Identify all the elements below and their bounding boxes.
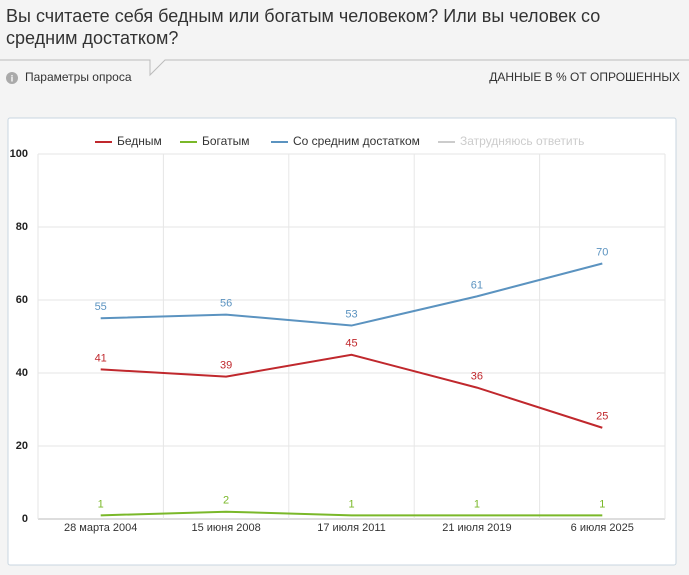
legend-label[interactable]: Бедным (117, 134, 162, 148)
y-tick-label: 20 (16, 440, 28, 452)
y-tick-label: 100 (10, 148, 28, 160)
chart: 0 20 40 60 80 100 28 марта 2004 15 июня 2008 17 … (10, 134, 666, 534)
data-label: 55 (95, 301, 107, 313)
data-label: 1 (348, 498, 354, 510)
x-tick-label: 21 июля 2019 (442, 522, 511, 534)
data-label: 39 (220, 360, 232, 372)
y-tick-label: 40 (16, 367, 28, 379)
info-icon[interactable] (6, 72, 18, 84)
series-line (100, 262, 603, 327)
series-line (100, 353, 603, 429)
data-label: 36 (471, 371, 483, 383)
legend-label[interactable]: Со средним достатком (293, 134, 420, 148)
data-label: 1 (474, 498, 480, 510)
data-label: 70 (596, 246, 608, 258)
x-tick-label: 17 июля 2011 (317, 522, 386, 534)
data-label: 1 (599, 498, 605, 510)
title: средним достатком? (6, 28, 178, 48)
chart-frame (7, 117, 677, 566)
data-label: 56 (220, 298, 232, 310)
params-link[interactable]: Параметры опроса (25, 70, 132, 84)
data-label: 41 (95, 352, 107, 364)
data-label: 45 (345, 338, 357, 350)
y-tick-label: 60 (16, 294, 28, 306)
y-tick-label: 0 (22, 513, 28, 525)
x-tick-label: 6 июля 2025 (571, 522, 634, 534)
units-note: ДАННЫЕ В % ОТ ОПРОШЕННЫХ (489, 70, 680, 84)
data-label: 25 (596, 411, 608, 423)
info-icon-glyph: i (11, 73, 14, 83)
data-label: 2 (223, 495, 229, 507)
legend-label[interactable]: Затрудняюсь ответить (460, 134, 584, 148)
legend-label[interactable]: Богатым (202, 134, 249, 148)
divider (0, 59, 689, 77)
title: Вы считаете себя бедным или богатым чело… (6, 6, 600, 26)
y-tick-label: 80 (16, 221, 28, 233)
data-label: 61 (471, 279, 483, 291)
series-line (100, 510, 603, 517)
data-label: 1 (98, 498, 104, 510)
x-tick-label: 15 июня 2008 (191, 522, 260, 534)
x-tick-label: 28 марта 2004 (64, 522, 137, 534)
data-label: 53 (345, 308, 357, 320)
